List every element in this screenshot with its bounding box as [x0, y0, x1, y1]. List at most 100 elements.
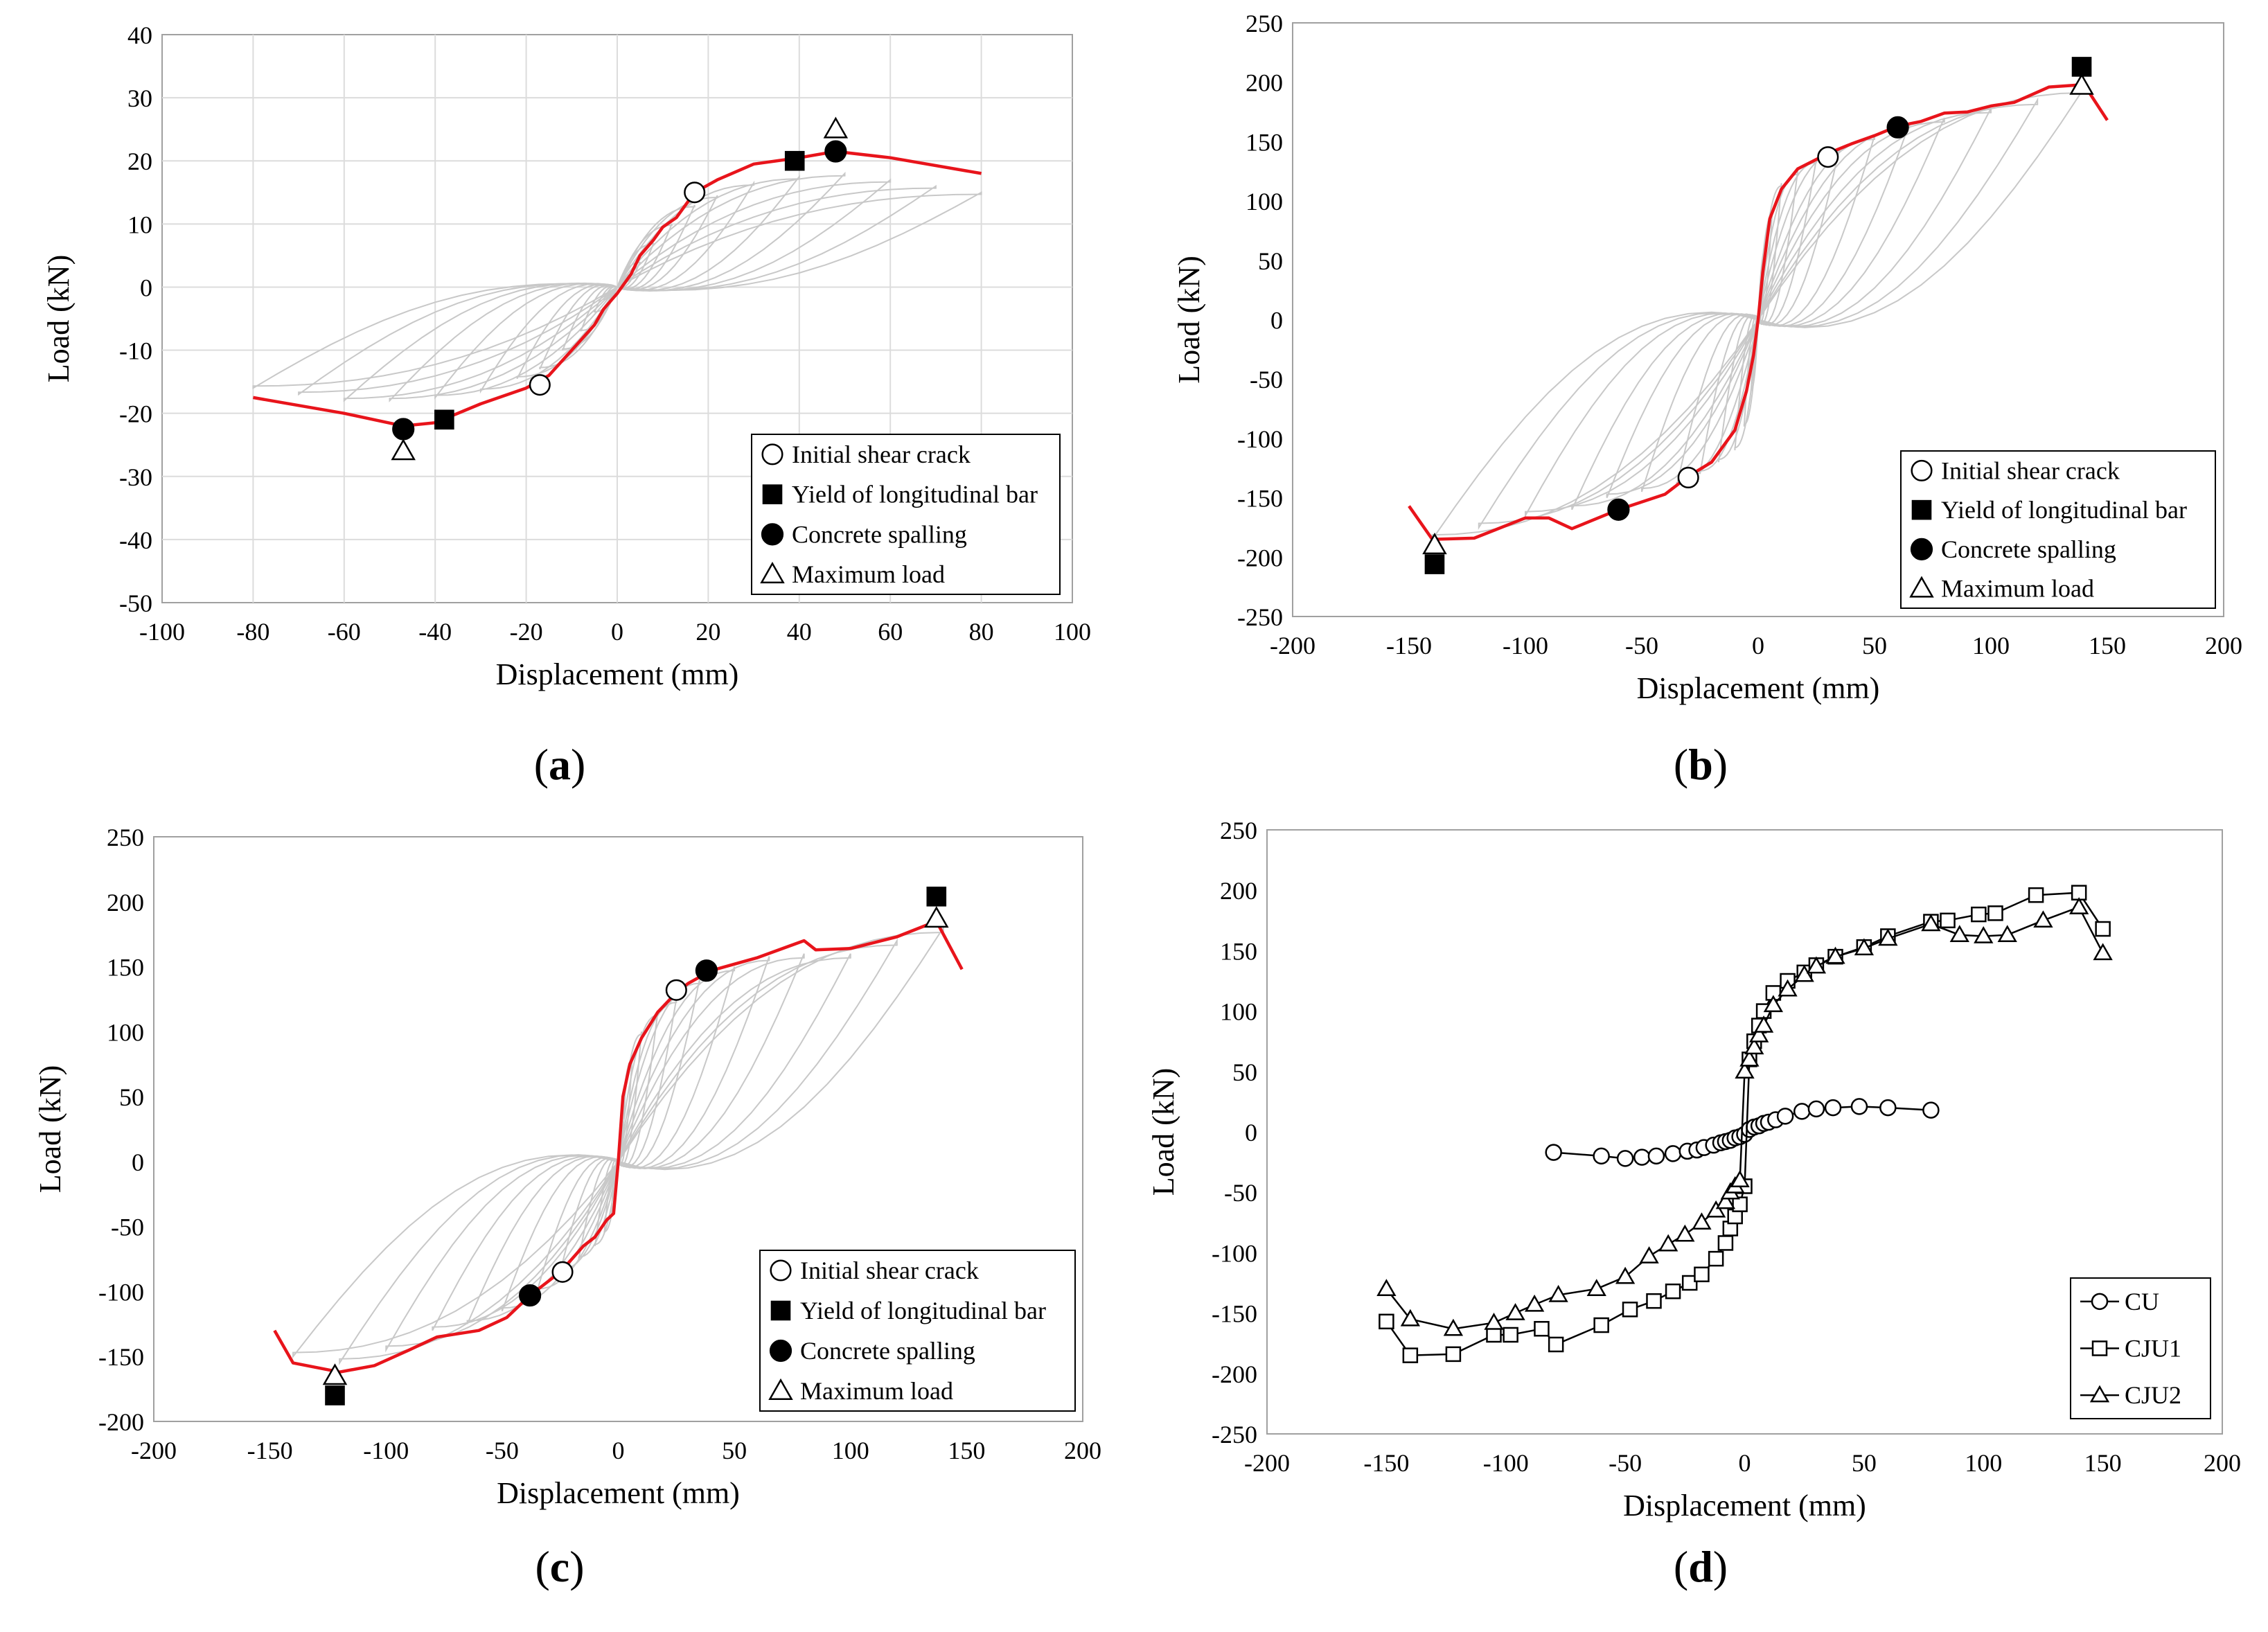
hysteresis-loops — [252, 171, 982, 402]
hysteresis-loop-negative — [298, 283, 618, 396]
series-cju2 — [1376, 897, 2113, 1336]
legend: Initial shear crack Yield of longitudinal… — [759, 1250, 1076, 1412]
data-point — [1971, 906, 1987, 923]
y-tick-label: -100 — [1237, 425, 1283, 453]
y-tick-label: -50 — [119, 589, 152, 617]
data-point — [1379, 1313, 1394, 1330]
hysteresis-loops — [292, 925, 944, 1365]
marker-concrete-spalling — [392, 418, 415, 441]
panel-b: -200 -150 -100 -50 0 50 100 150 200-250-200-150-… — [1172, 10, 2242, 789]
y-tick-label: 50 — [119, 1083, 144, 1111]
legend-marker — [769, 1339, 792, 1363]
data-point — [1524, 1294, 1545, 1312]
hysteresis-loop-positive — [1757, 123, 1911, 328]
hysteresis-loop-negative — [516, 283, 618, 380]
hysteresis-loop-negative — [339, 1154, 619, 1365]
data-point — [1445, 1346, 1462, 1363]
hysteresis-loop-negative — [1606, 312, 1759, 498]
y-tick-label: 150 — [1246, 128, 1283, 156]
data-point — [1484, 1313, 1504, 1330]
legend-label: Initial shear crack — [792, 441, 971, 468]
hysteresis-loop-positive — [1757, 117, 1945, 328]
x-tick-label: 100 — [1972, 632, 2010, 659]
y-tick-label: 0 — [1245, 1119, 1257, 1146]
marker-maximum-load — [1422, 533, 1447, 555]
legend-label: Concrete spalling — [1941, 535, 2116, 563]
y-tick-label: -40 — [119, 526, 152, 554]
data-point — [1534, 1321, 1550, 1337]
hysteresis-loop-positive — [617, 171, 846, 292]
hysteresis-loop-positive — [617, 979, 700, 1169]
x-tick-label: -100 — [363, 1437, 409, 1464]
x-tick-label: -50 — [1625, 632, 1658, 659]
marker-maximum-load — [322, 1363, 348, 1385]
legend-marker — [2091, 1293, 2109, 1311]
data-point — [1793, 1103, 1811, 1120]
x-tick-label: -150 — [1363, 1449, 1409, 1477]
x-tick-label: 100 — [1054, 618, 1091, 646]
hysteresis-loop-negative — [432, 1155, 619, 1331]
hysteresis-loop-positive — [617, 953, 805, 1170]
envelope-curve — [253, 150, 982, 428]
legend-label: Concrete spalling — [800, 1337, 975, 1365]
marker-maximum-load — [2069, 73, 2094, 95]
data-point — [1400, 1309, 1421, 1327]
legend-marker — [770, 1300, 791, 1321]
x-tick-label: -50 — [486, 1437, 519, 1464]
data-point — [1675, 1224, 1695, 1242]
x-tick-label: 0 — [612, 1437, 625, 1464]
data-point — [2095, 921, 2111, 937]
y-tick-label: 0 — [132, 1148, 144, 1176]
legend-box — [759, 1250, 1076, 1412]
hysteresis-loop-negative — [434, 283, 618, 400]
x-tick-label: -100 — [1483, 1449, 1529, 1477]
data-point — [1593, 1317, 1609, 1333]
hysteresis-loop-negative — [594, 1158, 619, 1246]
data-point — [1664, 1145, 1682, 1162]
hysteresis-loop-negative — [292, 1154, 619, 1359]
legend-marker — [761, 523, 784, 546]
data-point — [1825, 946, 1845, 964]
legend-marker — [1910, 538, 1933, 560]
data-point — [1879, 1099, 1897, 1117]
panel-label-letter: a — [549, 740, 571, 789]
panel-label: (d) — [1674, 1542, 1728, 1591]
data-point — [1987, 905, 2003, 921]
data-point — [1706, 1200, 1726, 1218]
data-point — [1548, 1284, 1568, 1302]
marker-initial-shear-crack — [529, 374, 551, 396]
legend-label: Maximum load — [1941, 575, 2094, 603]
y-tick-label: 20 — [127, 148, 152, 175]
data-point — [1806, 956, 1827, 974]
data-point — [1749, 1025, 1769, 1043]
series-cu — [1545, 1098, 1940, 1167]
data-point — [1735, 1061, 1755, 1079]
marker-concrete-spalling — [519, 1284, 542, 1307]
data-point — [1616, 1150, 1634, 1167]
legend-marker — [2089, 1385, 2110, 1403]
legend-label: Maximum load — [792, 560, 945, 588]
y-tick-label: 250 — [1220, 817, 1257, 844]
y-tick-label: -20 — [119, 400, 152, 428]
legend-marker — [1911, 459, 1933, 481]
data-point — [1402, 1347, 1419, 1363]
marker-yield-longitudinal-bar — [434, 409, 454, 430]
panel-d: -200 -150 -100 -50 0 50 100 150 200-250-200-150-… — [1146, 817, 2241, 1591]
data-point — [1503, 1327, 1518, 1343]
legend-label: Initial shear crack — [1941, 456, 2120, 484]
x-tick-label: 200 — [2205, 632, 2242, 659]
y-tick-label: 200 — [107, 889, 144, 916]
y-tick-label: 40 — [127, 21, 152, 49]
data-point — [1850, 1098, 1868, 1115]
marker-initial-shear-crack — [684, 181, 706, 204]
data-point — [2093, 943, 2113, 961]
data-point — [1807, 1100, 1825, 1118]
marker-initial-shear-crack — [1677, 466, 1699, 489]
data-point — [1646, 1293, 1662, 1309]
marker-maximum-load — [924, 906, 949, 928]
data-point — [1658, 1234, 1678, 1252]
hysteresis-loop-positive — [617, 925, 944, 1171]
legend-label: Yield of longitudinal bar — [800, 1297, 1046, 1324]
x-tick-label: -80 — [236, 618, 269, 646]
